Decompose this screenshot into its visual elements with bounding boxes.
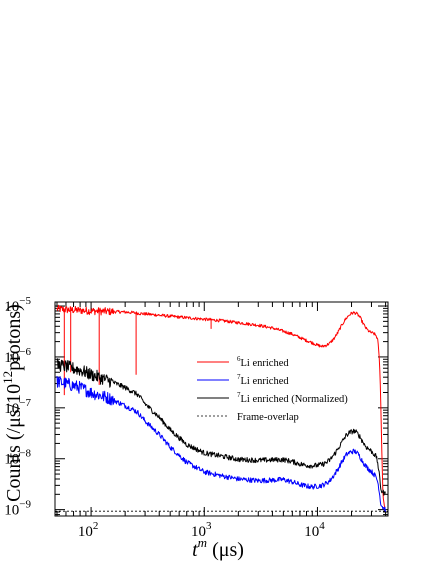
x-tick-label: 103 (191, 520, 212, 540)
y-tick-label: 10−8 (4, 448, 31, 468)
y-tick-label-exp: −9 (19, 499, 31, 511)
y-axis-title-sup: 12 (0, 371, 15, 384)
legend-entry-sup: 7 (237, 373, 241, 381)
y-axis-title-post: protons) (3, 304, 25, 371)
legend-entry-label: 7Li enriched (237, 373, 289, 387)
legend-entry-text: Frame-overlap (237, 412, 299, 423)
plot-frame (54, 301, 389, 517)
x-tick-label-base: 10 (78, 524, 93, 540)
legend-entry-text: Li enriched (241, 376, 290, 387)
legend-entry-label: 7Li enriched (Normalized) (237, 391, 348, 405)
y-tick-label: 10−6 (4, 346, 31, 366)
x-axis-title-base: t (192, 539, 198, 561)
y-tick-label: 10−9 (4, 499, 31, 519)
x-tick-label-base: 10 (304, 524, 319, 540)
legend-entry-text: Li enriched (241, 358, 290, 369)
x-axis-title-unit: (μs) (207, 539, 244, 561)
series-line-li7-normalized (56, 358, 386, 496)
y-tick-label-base: 10 (4, 503, 19, 519)
y-tick-label-base: 10 (4, 452, 19, 468)
y-tick-label-base: 10 (4, 401, 19, 417)
x-axis-title: tm (μs) (192, 535, 244, 561)
plot-area (54, 301, 389, 517)
y-tick-label-exp: −6 (19, 346, 31, 358)
y-tick-label: 10−5 (4, 295, 31, 315)
series-line-li6 (56, 304, 386, 508)
y-axis-title: Counts (/μs/1012protons) (0, 304, 25, 502)
x-tick-label-base: 10 (191, 524, 206, 540)
legend-entry-text: Li enriched (Normalized) (241, 394, 349, 405)
x-axis-title-sup: m (198, 535, 207, 550)
series-layer (55, 304, 388, 512)
x-tick-label-exp: 3 (206, 520, 212, 532)
series-line-li7 (56, 375, 386, 512)
y-axis-title-pre: Counts (/μs/10 (3, 384, 25, 502)
x-tick-label-exp: 4 (319, 520, 325, 532)
y-tick-label-base: 10 (4, 350, 19, 366)
legend-entry-label: 6Li enriched (237, 355, 289, 369)
y-tick-label-exp: −7 (19, 397, 31, 409)
legend-entry-sup: 6 (237, 355, 241, 363)
y-tick-label: 10−7 (4, 397, 31, 417)
y-tick-label-exp: −5 (19, 295, 31, 307)
x-tick-label-exp: 2 (93, 520, 99, 532)
legend-entry-sup: 7 (237, 391, 241, 399)
x-tick-label: 102 (78, 520, 99, 540)
x-tick-label: 104 (304, 520, 325, 540)
y-tick-label-exp: −8 (19, 448, 31, 460)
legend-entry-label: Frame-overlap (237, 412, 299, 423)
y-tick-label-base: 10 (4, 299, 19, 315)
